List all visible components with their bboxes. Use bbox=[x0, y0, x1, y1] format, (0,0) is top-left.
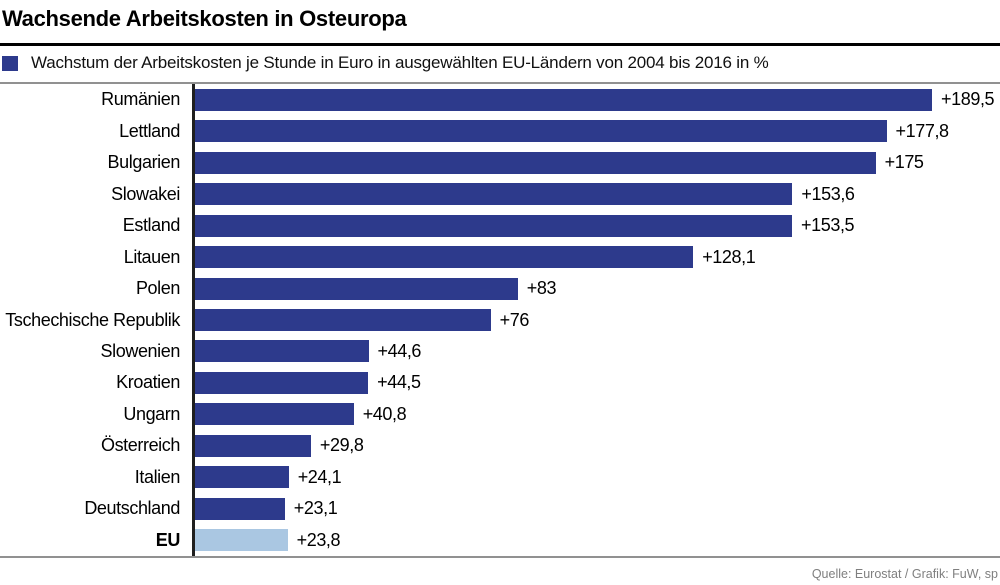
plot-area: +40,8 bbox=[192, 398, 1000, 431]
bar bbox=[195, 214, 792, 237]
value-label: +40,8 bbox=[362, 403, 407, 424]
source-credit: Quelle: Eurostat / Grafik: FuW, sp bbox=[811, 567, 998, 581]
bar bbox=[195, 246, 694, 269]
value-label: +23,1 bbox=[293, 498, 338, 519]
bar bbox=[195, 371, 369, 394]
plot-area: +189,5 bbox=[192, 84, 1000, 116]
legend-swatch-icon bbox=[2, 55, 18, 71]
plot-area: +23,1 bbox=[192, 493, 1000, 525]
bar bbox=[195, 183, 793, 206]
chart-row: Italien +24,1 bbox=[0, 461, 1000, 494]
bar bbox=[195, 434, 311, 457]
chart-row: Österreich +29,8 bbox=[0, 430, 1000, 462]
value-label: +128,1 bbox=[702, 246, 756, 267]
value-label: +175 bbox=[884, 152, 924, 173]
title-divider bbox=[0, 43, 1000, 46]
bar bbox=[195, 340, 369, 363]
country-label: Slowakei bbox=[111, 183, 180, 204]
bar bbox=[195, 88, 932, 111]
chart-row: Slowakei +153,6 bbox=[0, 178, 1000, 210]
value-label: +153,5 bbox=[801, 215, 855, 236]
chart-row: Kroatien +44,5 bbox=[0, 367, 1000, 399]
country-label: Lettland bbox=[119, 120, 180, 141]
chart-row: Rumänien +189,5 bbox=[0, 84, 1000, 116]
value-label: +23,8 bbox=[296, 529, 341, 550]
plot-area: +153,5 bbox=[192, 209, 1000, 242]
plot-area: +153,6 bbox=[192, 178, 1000, 210]
chart-row: Lettland +177,8 bbox=[0, 115, 1000, 147]
bar bbox=[195, 277, 518, 300]
value-label: +189,5 bbox=[941, 89, 995, 110]
value-label: +24,1 bbox=[297, 466, 342, 487]
country-label: Italien bbox=[134, 466, 181, 487]
value-label: +44,5 bbox=[377, 372, 421, 393]
page-title: Wachsende Arbeitskosten in Osteuropa bbox=[2, 6, 407, 31]
bar bbox=[195, 151, 876, 174]
legend-label: Wachstum der Arbeitskosten je Stunde in … bbox=[31, 53, 769, 72]
chart-row: Deutschland +23,1 bbox=[0, 493, 1000, 525]
chart-row: Ungarn +40,8 bbox=[0, 398, 1000, 431]
country-label: Kroatien bbox=[116, 372, 180, 393]
chart-row: Tschechische Republik +76 bbox=[0, 304, 1000, 336]
plot-area: +177,8 bbox=[192, 115, 1000, 147]
country-label: Slowenien bbox=[100, 340, 181, 361]
bar bbox=[195, 466, 289, 489]
country-label: Deutschland bbox=[84, 498, 180, 519]
country-label: EU bbox=[155, 529, 181, 550]
chart-legend: Wachstum der Arbeitskosten je Stunde in … bbox=[2, 53, 998, 73]
value-label: +153,6 bbox=[801, 183, 855, 204]
country-label: Ungarn bbox=[123, 403, 180, 424]
country-label: Litauen bbox=[123, 246, 181, 267]
country-label: Tschechische Republik bbox=[5, 309, 180, 330]
plot-area: +24,1 bbox=[192, 461, 1000, 494]
plot-area: +44,5 bbox=[192, 367, 1000, 399]
value-label: +83 bbox=[526, 278, 557, 299]
bar bbox=[195, 529, 288, 552]
plot-area: +175 bbox=[192, 146, 1000, 179]
value-label: +29,8 bbox=[319, 435, 364, 456]
plot-area: +76 bbox=[192, 304, 1000, 336]
country-label: Rumänien bbox=[101, 89, 180, 110]
bar bbox=[195, 403, 354, 426]
country-label: Bulgarien bbox=[107, 152, 181, 173]
plot-area: +44,6 bbox=[192, 335, 1000, 368]
plot-area: +83 bbox=[192, 272, 1000, 305]
value-label: +76 bbox=[499, 309, 530, 330]
chart-row: EU +23,8 bbox=[0, 524, 1000, 557]
chart-row: Bulgarien +175 bbox=[0, 146, 1000, 179]
value-label: +177,8 bbox=[895, 120, 950, 141]
chart-row: Litauen +128,1 bbox=[0, 241, 1000, 273]
plot-area: +23,8 bbox=[192, 524, 1000, 557]
chart-row: Slowenien +44,6 bbox=[0, 335, 1000, 368]
bar bbox=[195, 309, 491, 332]
country-label: Österreich bbox=[100, 435, 180, 456]
chart-row: Polen +83 bbox=[0, 272, 1000, 305]
chart-row: Estland +153,5 bbox=[0, 209, 1000, 242]
country-label: Polen bbox=[135, 278, 180, 299]
bar bbox=[195, 120, 887, 143]
bar bbox=[195, 497, 285, 520]
bar-chart: Rumänien +189,5 Lettland +177,8 Bulgarien +17… bbox=[0, 82, 1000, 558]
value-label: +44,6 bbox=[377, 340, 422, 361]
plot-area: +29,8 bbox=[192, 430, 1000, 462]
country-label: Estland bbox=[122, 215, 181, 236]
plot-area: +128,1 bbox=[192, 241, 1000, 273]
